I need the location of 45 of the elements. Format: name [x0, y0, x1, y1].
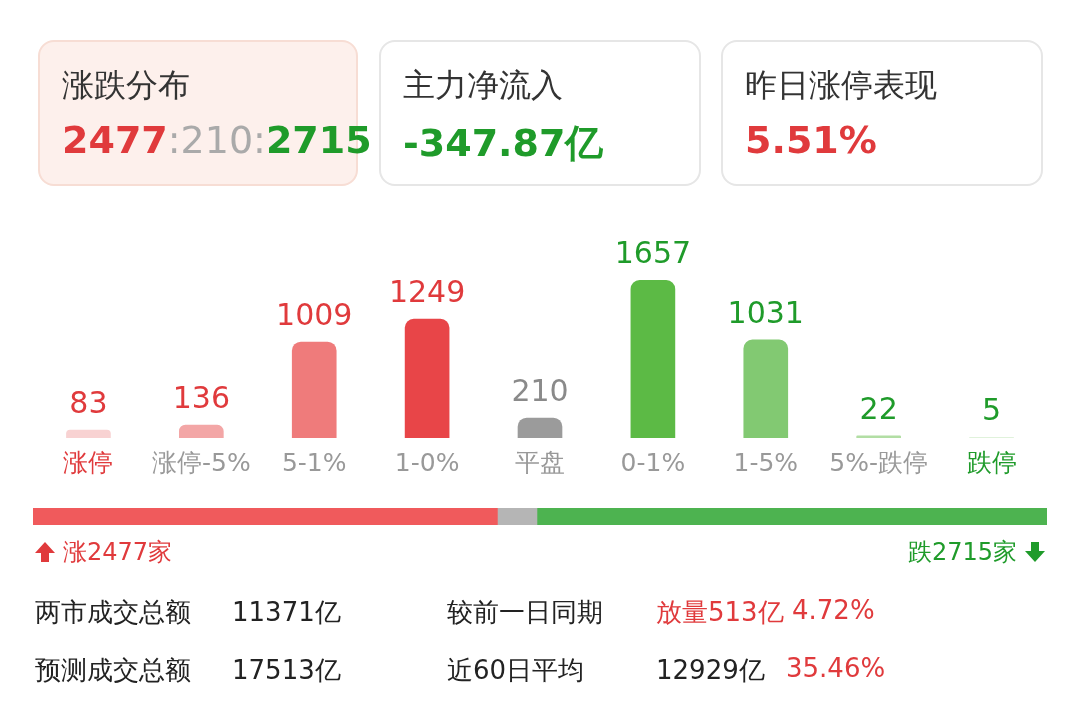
bar [743, 339, 789, 438]
text: 2477 [62, 118, 168, 162]
data-label: 22 [859, 390, 898, 426]
x-tick-label: 0-1% [620, 447, 686, 477]
x-tick-label: 平盘 [515, 447, 565, 477]
data-label: 83 [69, 384, 108, 420]
x-tick-label: 1-5% [733, 447, 799, 477]
x-tick-label: 5-1% [281, 447, 347, 477]
text: 主力净流入 [403, 65, 564, 106]
x-tick-label: 涨停-5% [151, 447, 251, 477]
text: 较前一日同期 [447, 596, 603, 629]
text: 4.72% [792, 595, 875, 625]
text: 昨日涨停表现 [745, 65, 938, 106]
x-tick-label: 1-0% [394, 447, 460, 477]
text: :210: [167, 118, 266, 162]
text: 近60日平均 [447, 654, 585, 687]
bar [66, 429, 111, 438]
bar [517, 417, 563, 438]
data-label: 210 [511, 372, 569, 408]
text: -347.87亿 [403, 120, 605, 167]
x-tick-label: 5%-跌停 [829, 447, 929, 477]
data-label: 1031 [727, 294, 804, 330]
text: 两市成交总额 [35, 596, 191, 629]
bar [291, 341, 337, 438]
text: 涨2477家 [63, 537, 173, 568]
bar [404, 318, 450, 438]
bar [179, 424, 224, 438]
data-label: 1009 [276, 296, 353, 332]
text: 17513亿 [232, 654, 341, 687]
data-label: 5 [982, 392, 1002, 428]
text: 预测成交总额 [35, 654, 191, 687]
text: 5.51% [745, 118, 878, 162]
x-tick-label: 涨停 [63, 447, 114, 477]
data-label: 1249 [388, 273, 466, 309]
x-tick-label: 跌停 [966, 447, 1017, 477]
text: 12929亿 [656, 654, 765, 687]
text: 11371亿 [232, 596, 341, 629]
bar [630, 280, 676, 438]
text: 涨跌分布 [62, 65, 191, 106]
data-label: 1657 [614, 235, 692, 271]
text: 跌2715家 [907, 537, 1017, 568]
text: 35.46% [786, 653, 886, 683]
text: 2715 [265, 118, 372, 162]
data-label: 136 [172, 379, 230, 415]
text: 放量513亿 [656, 596, 784, 629]
